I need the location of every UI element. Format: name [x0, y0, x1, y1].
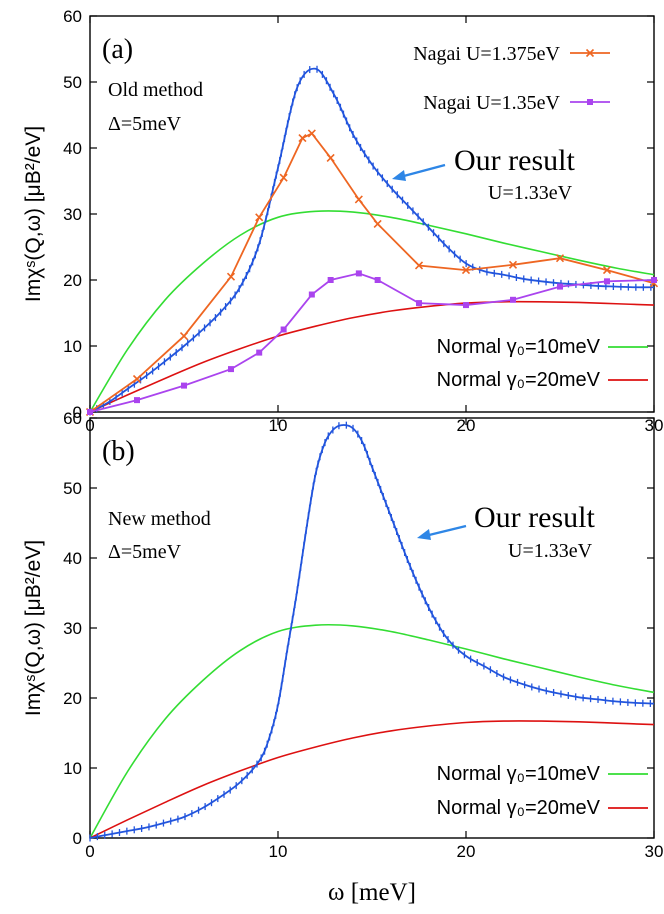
- x-tick-label: 0: [85, 842, 94, 861]
- method-note: New method: [108, 508, 211, 530]
- series-line: [89, 300, 655, 413]
- data-point: [355, 270, 362, 277]
- data-point: [373, 219, 382, 228]
- series-normal-0-20mev: [89, 300, 655, 413]
- x-tick-label: 10: [269, 416, 288, 435]
- panel-label: (b): [102, 436, 135, 467]
- y-tick-label: 0: [73, 829, 82, 848]
- data-point: [280, 326, 287, 333]
- y-tick-label: 20: [63, 689, 82, 708]
- series-line: [89, 720, 655, 839]
- legend-nagai-1375-sample: [570, 48, 610, 58]
- data-point: [651, 277, 657, 283]
- legend-normal-10-label: Normal γ₀=10meV: [437, 336, 601, 358]
- data-point: [132, 374, 142, 384]
- y-tick-label: 0: [73, 403, 82, 422]
- our-result-arrow: [392, 163, 446, 181]
- data-point: [255, 213, 264, 222]
- data-point: [326, 153, 335, 162]
- data-point: [604, 278, 610, 285]
- data-point: [461, 266, 471, 275]
- data-point: [555, 254, 565, 263]
- our-result-u-note: U=1.33eV: [488, 182, 573, 204]
- data-point: [179, 332, 189, 341]
- legend-nagai-135-label: Nagai U=1.35eV: [423, 92, 560, 114]
- y-tick-label: 50: [63, 73, 82, 92]
- data-point: [508, 260, 518, 269]
- tick-marks: [89, 417, 655, 839]
- our-result-arrow: [417, 524, 467, 540]
- y-tick-label: 20: [63, 271, 82, 290]
- data-point: [510, 296, 516, 303]
- data-point: [87, 409, 93, 415]
- series-line: [89, 424, 655, 839]
- data-point: [279, 173, 288, 182]
- x-tick-label: 10: [269, 842, 288, 861]
- y-axis-label: Imχˢ(Q,ω) [μB²/eV]: [22, 540, 45, 716]
- data-point: [602, 266, 612, 275]
- data-point: [414, 261, 424, 270]
- y-tick-label: 30: [63, 619, 82, 638]
- series-layer: [89, 421, 655, 842]
- series-normal-0-20mev: [89, 720, 655, 839]
- data-point: [298, 134, 307, 143]
- series-line: [89, 67, 655, 413]
- data-point: [134, 397, 140, 404]
- series-layer: [85, 65, 659, 417]
- x-tick-label: 20: [457, 416, 476, 435]
- legend-normal-20-label: Normal γ₀=20meV: [437, 369, 601, 391]
- data-point: [354, 195, 363, 204]
- y-tick-label: 40: [63, 139, 82, 158]
- y-tick-label: 30: [63, 205, 82, 224]
- legend-marker: [587, 99, 593, 105]
- our-result-note: Our result: [454, 144, 575, 177]
- data-point: [463, 302, 469, 309]
- y-tick-label: 60: [63, 409, 82, 428]
- data-point: [374, 277, 381, 283]
- series-line: [89, 272, 655, 413]
- series-nagai-u-1-35ev: [87, 270, 657, 415]
- x-tick-label: 30: [645, 842, 664, 861]
- panel-b: 0 10 20 30 0 10 20 30 40 50 60 (b) New method Δ=5m…: [22, 409, 663, 861]
- y-tick-label: 50: [63, 479, 82, 498]
- series-our-result-u-1-33ev: [89, 421, 655, 842]
- x-tick-label: 20: [457, 842, 476, 861]
- delta-note: Δ=5meV: [108, 541, 182, 563]
- data-point: [256, 349, 263, 356]
- data-point: [181, 382, 187, 389]
- panel-label: (a): [102, 34, 133, 65]
- series-line: [89, 623, 655, 839]
- data-point: [416, 300, 422, 307]
- y-tick-label: 10: [63, 337, 82, 356]
- data-point: [226, 272, 236, 281]
- data-point: [308, 291, 315, 298]
- legend-normal-10-label: Normal γ₀=10meV: [437, 763, 601, 785]
- legend-normal-20-label: Normal γ₀=20meV: [437, 797, 601, 819]
- legend-marker: [585, 48, 595, 58]
- y-tick-label: 40: [63, 549, 82, 568]
- data-point: [557, 283, 563, 290]
- data-point: [228, 366, 234, 373]
- delta-note: Δ=5meV: [108, 113, 182, 135]
- legend-nagai-135-sample: [570, 99, 610, 105]
- y-tick-label: 60: [63, 7, 82, 26]
- our-result-u-note: U=1.33eV: [508, 540, 593, 562]
- our-result-note: Our result: [474, 501, 595, 534]
- y-tick-label: 10: [63, 759, 82, 778]
- data-point: [327, 277, 334, 283]
- y-axis-label: Imχˢ(Q,ω) [μB²/eV]: [22, 126, 45, 302]
- tick-marks: [89, 15, 655, 413]
- data-point: [307, 129, 316, 138]
- series-normal-0-10mev: [89, 623, 655, 839]
- x-axis-label: ω [meV]: [328, 879, 416, 906]
- method-note: Old method: [108, 79, 203, 101]
- legend-nagai-1375-label: Nagai U=1.375eV: [413, 43, 560, 65]
- tick-labels: 0 10 20 30 0 10 20 30 40 50 60: [63, 409, 663, 861]
